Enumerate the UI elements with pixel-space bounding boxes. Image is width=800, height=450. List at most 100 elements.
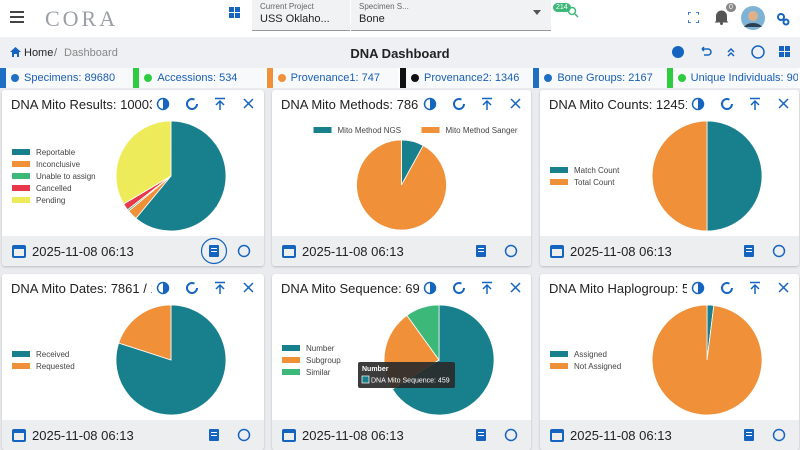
pie-slice[interactable]: [406, 304, 440, 362]
action-icon[interactable]: [746, 251, 752, 252]
stat-icon-shape: [277, 74, 286, 82]
legend-label[interactable]: Match Count: [574, 166, 620, 175]
legend-label[interactable]: Pending: [36, 196, 65, 205]
card-actions[interactable]: [691, 281, 791, 295]
stat-item[interactable]: Unique Individuals: 901: [666, 68, 798, 88]
action-icon[interactable]: [698, 282, 704, 294]
legend-label[interactable]: Similar: [306, 368, 331, 377]
action-icon[interactable]: [200, 237, 228, 265]
action-icon[interactable]: [772, 428, 786, 442]
pie-slice[interactable]: [118, 304, 172, 361]
action-icon[interactable]: [211, 432, 217, 433]
stat-item[interactable]: Provenance2: 1346: [399, 68, 532, 88]
action-icon[interactable]: [721, 98, 733, 110]
project-select[interactable]: Current Project USS Oklaho...: [252, 0, 350, 31]
action-icon[interactable]: [504, 244, 518, 258]
legend-label[interactable]: Not Assigned: [574, 362, 621, 371]
toolbar-icons[interactable]: [671, 45, 795, 59]
action-icon[interactable]: [478, 251, 484, 252]
action-icon[interactable]: [510, 98, 521, 109]
card-actions[interactable]: [423, 281, 523, 295]
footer-actions[interactable]: [735, 421, 791, 449]
menu-icon[interactable]: [10, 10, 26, 24]
footer-actions[interactable]: [467, 421, 523, 449]
action-icon[interactable]: [746, 432, 752, 433]
legend-label[interactable]: Inconclusive: [36, 160, 81, 169]
legend-label[interactable]: Reportable: [36, 148, 76, 157]
action-icon[interactable]: [243, 98, 254, 109]
action-icon[interactable]: [482, 97, 492, 111]
action-icon[interactable]: [453, 282, 465, 294]
timestamp: 2025-11-08 06:13: [302, 243, 404, 259]
action-icon[interactable]: [746, 435, 752, 436]
legend-label[interactable]: Total Count: [574, 178, 615, 187]
action-icon[interactable]: [698, 98, 704, 110]
card-actions[interactable]: [423, 97, 523, 111]
footer-actions[interactable]: [735, 237, 791, 265]
footer-actions[interactable]: [467, 237, 523, 265]
legend-label[interactable]: Received: [36, 350, 69, 359]
action-icon[interactable]: [510, 282, 521, 293]
action-icon[interactable]: [211, 435, 217, 436]
action-icon[interactable]: [237, 244, 251, 258]
footer-actions[interactable]: [200, 237, 256, 265]
grid-icon[interactable]: [229, 7, 241, 19]
stat-item[interactable]: Accessions: 534: [133, 68, 265, 88]
action-icon[interactable]: [778, 98, 789, 109]
legend-label[interactable]: Subgroup: [306, 356, 341, 365]
pie-slice[interactable]: [651, 304, 763, 416]
pie-slice[interactable]: [115, 120, 172, 205]
home-icon[interactable]: [10, 47, 21, 57]
action-icon[interactable]: [482, 281, 492, 295]
search-icon[interactable]: [567, 6, 579, 18]
footer-actions[interactable]: [200, 421, 256, 449]
stat-item[interactable]: Specimens: 89680: [0, 68, 132, 88]
settings-icon[interactable]: [776, 12, 790, 26]
legend-label[interactable]: Number: [306, 344, 335, 353]
action-icon[interactable]: [237, 428, 251, 442]
action-icon[interactable]: [478, 432, 484, 433]
avatar[interactable]: [741, 6, 765, 30]
action-icon[interactable]: [772, 244, 786, 258]
legend-label[interactable]: Mito Method NGS: [338, 126, 402, 135]
card-actions[interactable]: [156, 281, 256, 295]
action-icon[interactable]: [215, 281, 225, 295]
action-icon[interactable]: [778, 282, 789, 293]
legend-label[interactable]: Mito Method Sanger: [446, 126, 518, 135]
action-icon[interactable]: [163, 282, 169, 294]
card-actions[interactable]: [156, 97, 256, 111]
action-icon[interactable]: [211, 251, 217, 252]
action-icon[interactable]: [186, 98, 198, 110]
action-icon[interactable]: [163, 98, 169, 110]
action-icon[interactable]: [750, 281, 760, 295]
action-icon[interactable]: [243, 282, 254, 293]
action-icon[interactable]: [746, 248, 752, 249]
pie-slice[interactable]: [135, 120, 227, 232]
action-icon[interactable]: [453, 98, 465, 110]
stat-item[interactable]: Provenance1: 747: [266, 68, 398, 88]
legend-label[interactable]: Cancelled: [36, 184, 72, 193]
pie-slice[interactable]: [706, 120, 763, 232]
stat-item[interactable]: Bone Groups: 2167: [533, 68, 665, 88]
pie-slice[interactable]: [356, 139, 447, 231]
action-icon[interactable]: [430, 98, 436, 110]
card-actions[interactable]: [691, 97, 791, 111]
action-icon[interactable]: [478, 248, 484, 249]
action-icon[interactable]: [750, 97, 760, 111]
legend-label[interactable]: Requested: [36, 362, 75, 371]
pie-slice[interactable]: [651, 120, 708, 232]
legend-swatch: [12, 173, 30, 179]
bell-icon[interactable]: [714, 9, 729, 25]
action-icon[interactable]: [478, 435, 484, 436]
action-icon[interactable]: [215, 97, 225, 111]
action-icon[interactable]: [186, 282, 198, 294]
breadcrumb-home[interactable]: Home: [24, 47, 54, 59]
legend-label[interactable]: Unable to assign: [36, 172, 96, 181]
action-icon[interactable]: [211, 248, 217, 249]
action-icon[interactable]: [721, 282, 733, 294]
action-icon[interactable]: [504, 428, 518, 442]
fullscreen-icon[interactable]: [688, 12, 699, 23]
legend-label[interactable]: Assigned: [574, 350, 607, 359]
action-icon[interactable]: [430, 282, 436, 294]
specimen-select[interactable]: Specimen S... Bone: [351, 0, 551, 31]
